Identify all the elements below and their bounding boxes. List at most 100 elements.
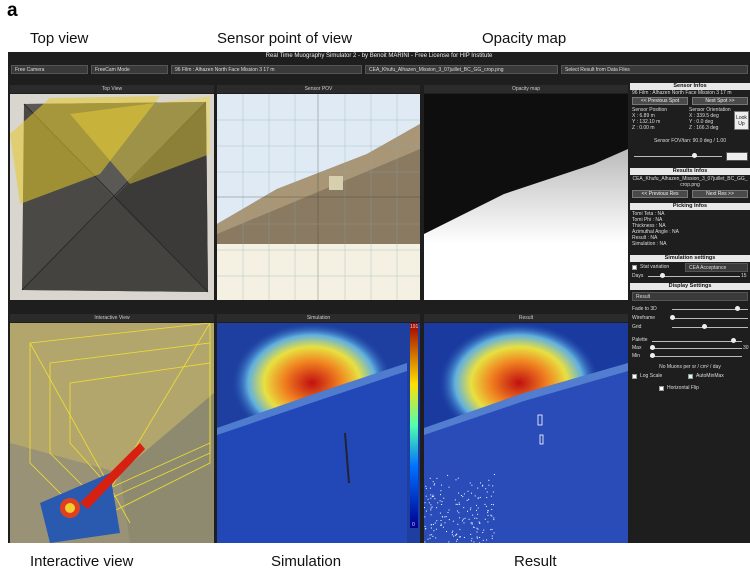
opacity-map-image xyxy=(424,94,628,300)
dropdown[interactable]: FreeCam Mode xyxy=(91,65,168,74)
noise-dot xyxy=(434,483,436,485)
interactive-view-image xyxy=(10,323,214,543)
noise-dot xyxy=(441,484,442,486)
slider[interactable] xyxy=(650,356,742,357)
button[interactable]: Next Res >> xyxy=(692,190,748,198)
noise-dot xyxy=(429,534,431,536)
noise-dot xyxy=(488,484,490,486)
noise-dot xyxy=(487,521,489,523)
noise-dot xyxy=(493,532,495,534)
fov: Sensor FOV/tan: 90.0 deg / 1.00 xyxy=(654,138,726,144)
noise-dot xyxy=(470,540,472,542)
noise-dot xyxy=(455,534,457,536)
checkbox[interactable] xyxy=(632,374,637,379)
noise-dot xyxy=(482,484,484,486)
checkbox[interactable] xyxy=(632,265,637,270)
button[interactable]: Next Spot >> xyxy=(692,97,748,105)
slider[interactable] xyxy=(648,276,740,277)
caption: Top view xyxy=(30,30,89,47)
noise-dot xyxy=(463,522,465,524)
noise-dot xyxy=(431,506,433,508)
noise-dot xyxy=(432,481,434,483)
noise-dot xyxy=(427,498,429,500)
noise-dot xyxy=(424,525,426,527)
noise-dot xyxy=(462,496,464,498)
slider[interactable] xyxy=(672,327,748,328)
noise-dot xyxy=(477,507,479,509)
dropdown[interactable]: 96 Film : Alhazen North Face Mission 3 1… xyxy=(171,65,362,74)
noise-dot xyxy=(440,524,442,526)
slider[interactable] xyxy=(634,156,722,157)
checkbox[interactable] xyxy=(688,374,693,379)
noise-dot xyxy=(491,535,493,537)
colorbar-min: 0 xyxy=(412,522,415,528)
label: Sensor Orientation xyxy=(689,107,731,113)
button[interactable]: << Previous Res xyxy=(632,190,688,198)
noise-dot xyxy=(493,517,495,519)
dropdown[interactable]: CEA_Khufu_Alhazen_Mission_3_07juillet_BC… xyxy=(365,65,558,74)
slider[interactable] xyxy=(672,309,748,310)
section-header: Simulation settings xyxy=(630,255,750,262)
noise-dot xyxy=(427,538,429,540)
noise-dot xyxy=(451,531,453,533)
noise-dot xyxy=(476,536,478,538)
noise-dot xyxy=(462,520,463,522)
noise-dot xyxy=(424,502,426,504)
section-header: Results Infos xyxy=(630,168,750,175)
noise-dot xyxy=(451,534,453,536)
dropdown[interactable]: Result xyxy=(632,292,748,301)
slider-knob[interactable] xyxy=(692,153,697,158)
noise-dot xyxy=(482,539,484,541)
slider-knob[interactable] xyxy=(650,353,655,358)
noise-dot xyxy=(440,520,442,521)
slider[interactable] xyxy=(672,318,748,319)
slider-knob[interactable] xyxy=(670,315,675,320)
dropdown[interactable]: Select Result from Data Files xyxy=(561,65,748,74)
noise-dot xyxy=(445,516,447,518)
view-title: Result xyxy=(424,314,628,322)
sensor-pov-image xyxy=(217,94,420,300)
dropdown[interactable] xyxy=(726,152,748,161)
caption: Result xyxy=(514,553,557,570)
slider-knob[interactable] xyxy=(731,338,736,343)
noise-dot xyxy=(430,524,432,526)
value: 15 xyxy=(741,273,747,279)
slider[interactable] xyxy=(650,348,742,349)
noise-dot xyxy=(435,528,437,530)
figure-label: a xyxy=(7,0,18,21)
noise-dot xyxy=(424,516,426,518)
noise-dot xyxy=(433,530,435,532)
dropdown[interactable]: CEA Acceptance xyxy=(685,263,748,272)
slider-knob[interactable] xyxy=(702,324,707,329)
noise-dot xyxy=(443,497,445,499)
slider-knob[interactable] xyxy=(735,306,740,311)
label: Log Scale xyxy=(640,373,663,379)
slider-knob[interactable] xyxy=(650,345,655,350)
noise-dot xyxy=(459,517,461,519)
slider-knob[interactable] xyxy=(660,273,665,278)
value: Z : 166.3 deg xyxy=(689,125,719,131)
noise-dot xyxy=(458,504,460,505)
noise-dot xyxy=(428,502,430,504)
top-view-image xyxy=(10,94,214,300)
noise-dot xyxy=(488,479,490,481)
value: 30 xyxy=(743,345,749,351)
noise-dot xyxy=(490,495,492,497)
noise-dot xyxy=(482,485,484,487)
noise-dot xyxy=(431,496,433,497)
noise-dot xyxy=(490,514,492,516)
checkbox[interactable] xyxy=(659,386,664,391)
noise-dot xyxy=(458,492,460,494)
noise-dot xyxy=(471,538,473,540)
dropdown[interactable]: Free Camera xyxy=(11,65,88,74)
button[interactable]: Look Up xyxy=(734,111,749,130)
view-title: Sensor POV xyxy=(217,85,420,93)
noise-dot xyxy=(467,510,468,512)
slider[interactable] xyxy=(652,341,742,342)
noise-dot xyxy=(429,477,431,479)
button[interactable]: << Previous Spot xyxy=(632,97,688,105)
noise-dot xyxy=(474,495,476,497)
noise-dot xyxy=(433,484,435,486)
noise-dot xyxy=(448,509,450,511)
